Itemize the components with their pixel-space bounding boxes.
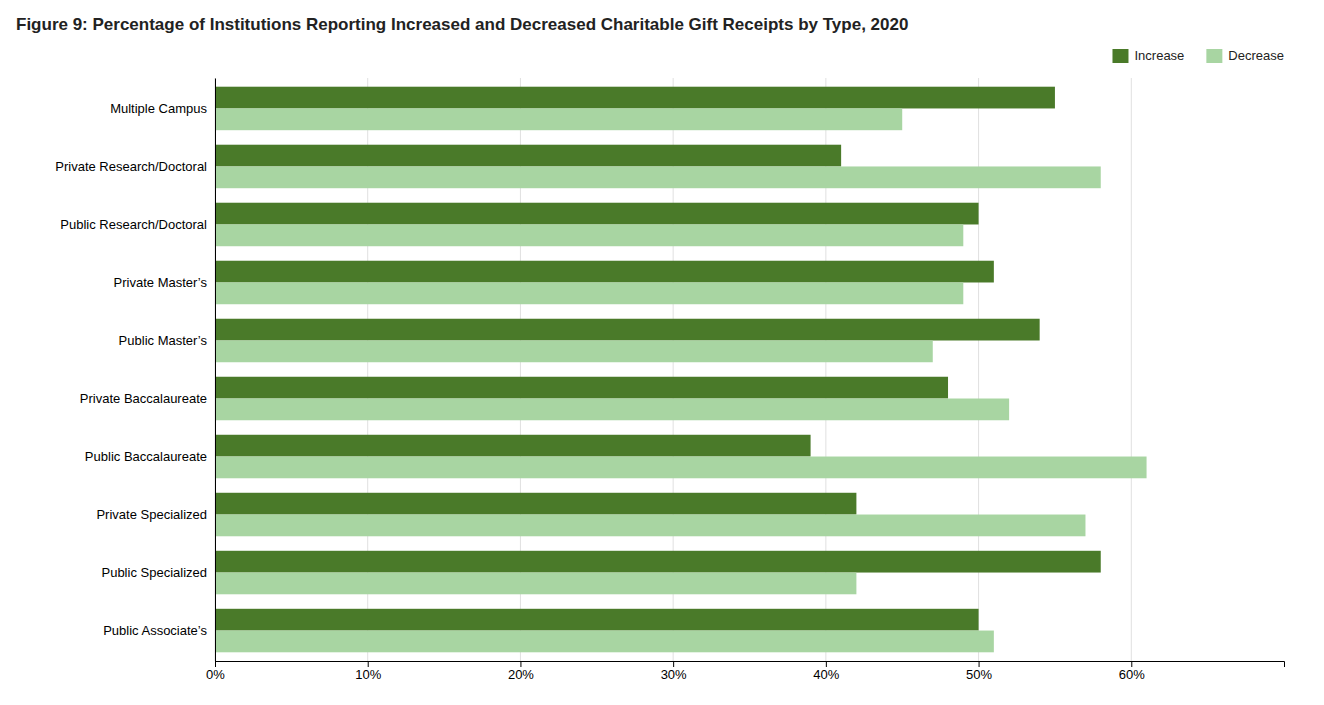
x-tick: 50%: [966, 661, 992, 682]
y-tick: Private Research/Doctoral: [55, 159, 207, 174]
x-tick-label: 20%: [508, 667, 534, 682]
x-tick-label: 50%: [966, 667, 992, 682]
x-tick-label: 30%: [661, 667, 687, 682]
bar: [215, 282, 963, 304]
x-tick-mark: [368, 661, 369, 667]
y-axis: Multiple Campus Private Research/Doctoral…: [55, 79, 215, 662]
x-tick: 60%: [1119, 661, 1145, 682]
bar: [215, 261, 994, 283]
x-tick-label: 10%: [355, 667, 381, 682]
y-tick: Multiple Campus: [110, 101, 207, 116]
x-tick-label: 40%: [813, 667, 839, 682]
y-tick-label: Private Master’s: [114, 275, 208, 290]
x-tick-mark: [215, 661, 216, 667]
y-tick: Private Baccalaureate: [80, 391, 207, 406]
bar: [215, 457, 1147, 479]
legend-swatch: [1206, 49, 1222, 63]
bar: [215, 145, 841, 167]
bar: [215, 609, 979, 631]
bar: [215, 224, 963, 246]
legend: Increase Decrease: [1112, 48, 1284, 63]
y-tick: Public Associate’s: [103, 623, 207, 638]
bar: [215, 377, 948, 399]
grid-line: [215, 78, 216, 661]
bar: [215, 319, 1040, 341]
bar-series: [215, 87, 1101, 631]
bar: [215, 340, 933, 362]
y-tick: Private Master’s: [114, 275, 208, 290]
bar: [215, 551, 1101, 573]
x-tick: 0%: [206, 661, 225, 682]
legend-label: Increase: [1134, 48, 1184, 63]
x-axis-line: [216, 662, 1285, 668]
bar: [215, 108, 902, 130]
y-tick-label: Public Master’s: [119, 333, 208, 348]
x-tick-mark: [520, 661, 521, 667]
y-tick-label: Private Research/Doctoral: [55, 159, 207, 174]
y-tick: Public Research/Doctoral: [60, 217, 207, 232]
x-tick: 30%: [661, 661, 687, 682]
x-axis: 0% 10% 20% 30% 40% 50% 60%: [206, 661, 1284, 682]
y-tick-label: Public Associate’s: [103, 623, 207, 638]
legend-swatch: [1112, 49, 1128, 63]
title: Figure 9: Percentage of Institutions Rep…: [16, 15, 908, 34]
y-tick-label: Private Specialized: [96, 507, 207, 522]
bar: [215, 399, 1009, 421]
grid-line: [978, 78, 979, 661]
bar: [215, 166, 1101, 188]
y-tick: Public Master’s: [119, 333, 208, 348]
bar: [215, 87, 1055, 109]
bar: [215, 493, 856, 515]
y-tick: Private Specialized: [96, 507, 207, 522]
y-tick-label: Public Specialized: [101, 565, 207, 580]
grid: [215, 78, 1131, 661]
legend-label: Decrease: [1228, 48, 1284, 63]
y-tick-label: Private Baccalaureate: [80, 391, 207, 406]
bar: [215, 515, 1085, 537]
y-tick-label: Public Research/Doctoral: [60, 217, 207, 232]
bar: [215, 631, 994, 653]
x-tick: 10%: [355, 661, 381, 682]
x-tick: 20%: [508, 661, 534, 682]
y-tick-label: Public Baccalaureate: [85, 449, 207, 464]
grid-line: [1131, 78, 1132, 661]
bar: [215, 573, 856, 595]
x-tick-label: 0%: [206, 667, 225, 682]
chart: Figure 9: Percentage of Institutions Rep…: [0, 0, 1324, 705]
x-tick-mark: [979, 661, 980, 667]
y-tick-label: Multiple Campus: [110, 101, 207, 116]
x-tick-label: 60%: [1119, 667, 1145, 682]
x-tick-mark: [673, 661, 674, 667]
x-tick-mark: [826, 661, 827, 667]
y-tick: Public Specialized: [101, 565, 207, 580]
bar: [215, 435, 811, 457]
legend-item: Increase: [1112, 48, 1184, 63]
y-tick: Public Baccalaureate: [85, 449, 207, 464]
plot: 0% 10% 20% 30% 40% 50% 60% Multiple Campus Priva…: [55, 78, 1284, 682]
x-tick-mark: [1131, 661, 1132, 667]
x-tick: 40%: [813, 661, 839, 682]
bars: [215, 87, 1147, 653]
y-axis-line: [215, 79, 216, 662]
legend-item: Decrease: [1206, 48, 1284, 63]
bar: [215, 203, 979, 225]
bar-series: [215, 108, 1147, 652]
